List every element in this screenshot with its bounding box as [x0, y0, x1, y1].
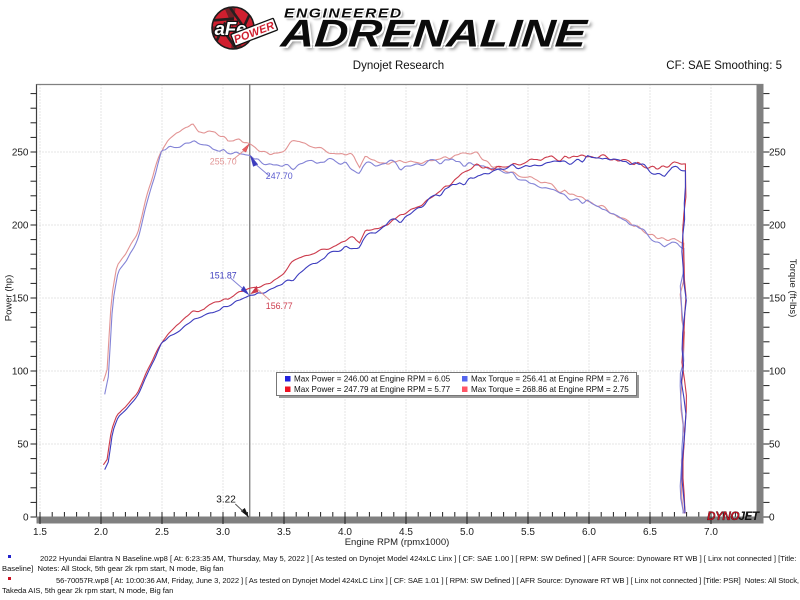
svg-text:2.5: 2.5 — [155, 527, 169, 538]
svg-text:JET: JET — [739, 509, 761, 523]
svg-text:6.5: 6.5 — [643, 527, 657, 538]
svg-text:3.0: 3.0 — [216, 527, 230, 538]
svg-text:255.70: 255.70 — [210, 157, 237, 167]
svg-text:250: 250 — [769, 148, 786, 159]
svg-text:Engine RPM (rpmx1000): Engine RPM (rpmx1000) — [345, 537, 450, 548]
svg-text:1.5: 1.5 — [33, 527, 47, 538]
svg-text:150: 150 — [769, 294, 786, 305]
svg-text:250: 250 — [12, 148, 29, 159]
svg-text:Max Power = 247.79 at Engine R: Max Power = 247.79 at Engine RPM = 5.77 — [294, 385, 451, 394]
svg-text:Max Power = 246.00 at Engine R: Max Power = 246.00 at Engine RPM = 6.05 — [294, 374, 451, 383]
svg-text:100: 100 — [769, 367, 786, 378]
svg-text:50: 50 — [17, 440, 29, 451]
svg-text:Power (hp): Power (hp) — [4, 275, 15, 321]
svg-text:Max Torque = 268.86 at Engine: Max Torque = 268.86 at Engine RPM = 2.75 — [471, 385, 629, 394]
svg-text:Max Torque = 256.41 at Engine: Max Torque = 256.41 at Engine RPM = 2.76 — [471, 374, 629, 383]
svg-text:6.0: 6.0 — [582, 527, 596, 538]
svg-text:247.70: 247.70 — [266, 171, 293, 181]
svg-text:5.5: 5.5 — [521, 527, 535, 538]
svg-text:Torque (ft-lbs): Torque (ft-lbs) — [787, 259, 798, 318]
svg-text:4.0: 4.0 — [338, 527, 352, 538]
svg-text:156.77: 156.77 — [266, 301, 293, 311]
svg-text:7.0: 7.0 — [704, 527, 718, 538]
svg-text:DYNO: DYNO — [707, 509, 739, 523]
svg-text:0: 0 — [769, 513, 775, 524]
svg-text:3.22: 3.22 — [216, 495, 236, 506]
svg-text:4.5: 4.5 — [399, 527, 413, 538]
svg-text:2.0: 2.0 — [94, 527, 108, 538]
svg-text:200: 200 — [12, 221, 29, 232]
svg-text:50: 50 — [769, 440, 781, 451]
svg-text:5.0: 5.0 — [460, 527, 474, 538]
svg-text:100: 100 — [12, 367, 29, 378]
svg-text:150: 150 — [12, 294, 29, 305]
svg-text:3.5: 3.5 — [277, 527, 291, 538]
svg-text:0: 0 — [23, 513, 29, 524]
svg-text:151.87: 151.87 — [210, 270, 237, 280]
svg-text:200: 200 — [769, 221, 786, 232]
